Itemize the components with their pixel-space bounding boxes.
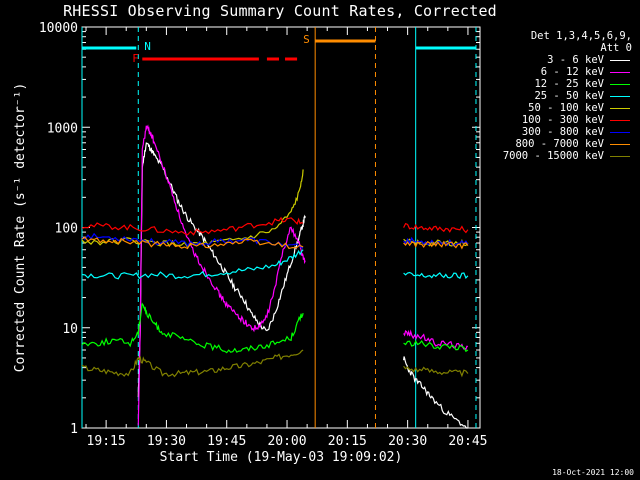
legend-header-line1: Det 1,3,4,5,6,9, [530,30,632,42]
x-tick-label: 20:45 [448,434,487,449]
legend-item: 12 - 25 keV [482,78,632,90]
legend-label: 7000 - 15000 keV [502,150,604,162]
legend-swatch [610,71,630,73]
legend-swatch [610,59,630,61]
x-tick-label: 20:00 [267,434,306,449]
series-line-3-6-kev [137,142,306,397]
legend: Det 1,3,4,5,6,9, Att 0 3 - 6 keV 6 - 12 k… [482,30,632,162]
legend-swatch [610,119,630,121]
legend-label: 6 - 12 keV [540,66,604,78]
series-line-7000-15000-kev-after-saa [403,365,469,378]
night-marker-label: N [144,40,151,53]
chart-title: RHESSI Observing Summary Count Rates, Co… [63,2,497,20]
legend-swatch [610,95,630,97]
y-tick-label: 1 [70,422,78,437]
legend-swatch [610,143,630,145]
legend-item: 800 - 7000 keV [482,138,632,150]
y-tick-label: 1000 [47,121,78,136]
y-axis-label: Corrected Count Rate (s⁻¹ detector⁻¹) [13,83,28,373]
legend-swatch [610,107,630,109]
legend-item: 300 - 800 keV [482,126,632,138]
x-tick-label: 19:15 [87,434,126,449]
legend-label: 12 - 25 keV [534,78,604,90]
series-line-25-50-kev [81,249,304,280]
x-tick-label: 19:30 [147,434,186,449]
series-line-300-800-kev-after-saa [403,236,469,247]
series-line-25-50-kev-after-saa [403,271,469,279]
legend-label: 800 - 7000 keV [515,138,604,150]
series-line-12-25-kev-after-saa [403,339,469,353]
series-line-300-800-kev [81,232,304,249]
legend-label: 3 - 6 keV [547,54,604,66]
flare-flag-label: F [132,52,139,65]
x-axis-label: Start Time (19-May-03 19:09:02) [160,450,403,465]
series-line-800-7000-kev [81,236,304,250]
y-tick-label: 10000 [39,21,78,36]
legend-item: 100 - 300 keV [482,114,632,126]
series-line-100-300-kev-after-saa [403,222,469,234]
legend-label: 25 - 50 keV [534,90,604,102]
legend-item: 50 - 100 keV [482,102,632,114]
series-line-3-6-kev-after-saa [403,356,468,429]
series-line-12-25-kev [81,302,304,354]
saa-label: S [303,33,310,46]
x-tick-label: 20:15 [328,434,367,449]
series-line-6-12-kev [137,124,306,426]
series-line-50-100-kev [81,169,304,248]
series-line-7000-15000-kev [81,349,304,378]
x-tick-label: 20:30 [388,434,427,449]
generated-timestamp: 18-Oct-2021 12:00 [552,468,634,477]
legend-item: 7000 - 15000 keV [482,150,632,162]
legend-swatch [610,83,630,85]
legend-label: 100 - 300 keV [521,114,604,126]
legend-item: 6 - 12 keV [482,66,632,78]
legend-item: 3 - 6 keV [482,54,632,66]
y-tick-label: 100 [55,222,78,237]
legend-label: 50 - 100 keV [528,102,604,114]
series-line-800-7000-kev-after-saa [403,240,469,250]
legend-item: 25 - 50 keV [482,90,632,102]
legend-swatch [610,131,630,133]
x-tick-label: 19:45 [207,434,246,449]
legend-header-line2: Att 0 [600,42,632,54]
legend-label: 300 - 800 keV [521,126,604,138]
series-line-100-300-kev [81,216,304,236]
series-line-6-12-kev-after-saa [403,329,469,351]
y-tick-label: 10 [62,322,78,337]
legend-swatch [610,155,630,157]
